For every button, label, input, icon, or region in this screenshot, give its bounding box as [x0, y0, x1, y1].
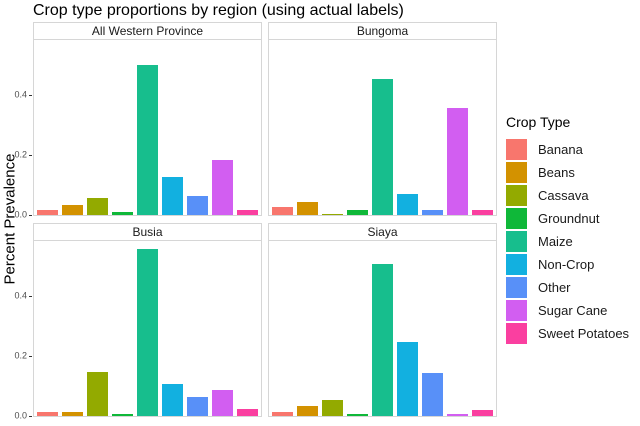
- legend-entry-cassava: Cassava: [506, 184, 636, 207]
- legend-swatch: [506, 277, 527, 298]
- legend-swatch: [506, 231, 527, 252]
- legend-entry-beans: Beans: [506, 161, 636, 184]
- bar-non-crop: [162, 384, 183, 416]
- legend-entries: Banana Beans Cassava Groundnut Maize Non-Crop…: [506, 138, 636, 345]
- bar-banana: [37, 412, 58, 416]
- legend-label: Groundnut: [538, 211, 600, 226]
- legend-label: Banana: [538, 142, 583, 157]
- bar-sugar-cane: [212, 390, 233, 416]
- facet-panel: [33, 241, 262, 417]
- legend-label: Sugar Cane: [538, 303, 608, 318]
- legend-entry-non-crop: Non-Crop: [506, 253, 636, 276]
- bar-banana: [272, 412, 293, 416]
- legend-label: Cassava: [538, 188, 589, 203]
- bar-beans: [62, 412, 83, 416]
- bar-beans: [297, 406, 318, 416]
- bar-non-crop: [397, 342, 418, 416]
- facet-cell-all-western-province: All Western Province 0.0 0.2 0.4: [14, 22, 262, 219]
- bar-cassava: [322, 214, 343, 215]
- bar-beans: [297, 202, 318, 215]
- bar-banana: [272, 207, 293, 215]
- legend-label: Beans: [538, 165, 575, 180]
- bar-groundnut: [347, 210, 368, 215]
- legend-swatch: [506, 254, 527, 275]
- facet-strip-label: Bungoma: [268, 22, 497, 40]
- y-tick-label: 0.2: [14, 350, 27, 361]
- y-tick-mark: [29, 155, 32, 156]
- bar-sweet-potatoes: [472, 410, 493, 416]
- legend-entry-banana: Banana: [506, 138, 636, 161]
- legend-swatch: [506, 162, 527, 183]
- y-tick-label: 0.2: [14, 149, 27, 160]
- legend: Crop Type Banana Beans Cassava Groundnut Mai…: [506, 114, 636, 345]
- facet-strip-label: Busia: [33, 223, 262, 241]
- legend-swatch: [506, 185, 527, 206]
- facet-cell-bungoma: Bungoma: [268, 22, 497, 216]
- y-tick-mark: [29, 356, 32, 357]
- y-tick-mark: [29, 416, 32, 417]
- bar-non-crop: [162, 177, 183, 215]
- bar-groundnut: [112, 414, 133, 416]
- legend-swatch: [506, 139, 527, 160]
- y-tick-label: 0.4: [14, 290, 27, 301]
- bar-sugar-cane: [447, 414, 468, 416]
- facet-grid: All Western Province 0.0 0.2 0.4 Bungoma Busi…: [14, 22, 497, 420]
- legend-swatch: [506, 208, 527, 229]
- bar-groundnut: [112, 212, 133, 215]
- legend-entry-maize: Maize: [506, 230, 636, 253]
- legend-label: Sweet Potatoes: [538, 326, 630, 341]
- bar-sugar-cane: [212, 160, 233, 215]
- bar-maize: [137, 249, 158, 416]
- y-tick-mark: [29, 95, 32, 96]
- legend-entry-other: Other: [506, 276, 636, 299]
- bar-beans: [62, 205, 83, 215]
- y-tick-label: 0.0: [14, 209, 27, 220]
- facet-strip-label: All Western Province: [33, 22, 262, 40]
- y-tick-label: 0.0: [14, 410, 27, 421]
- y-tick-mark: [29, 296, 32, 297]
- bar-sweet-potatoes: [237, 409, 258, 416]
- bar-non-crop: [397, 194, 418, 215]
- bar-sweet-potatoes: [472, 210, 493, 215]
- legend-title: Crop Type: [506, 114, 571, 130]
- legend-entry-sugar-cane: Sugar Cane: [506, 299, 636, 322]
- bar-maize: [372, 79, 393, 215]
- y-tick-label: 0.4: [14, 89, 27, 100]
- bar-groundnut: [347, 414, 368, 416]
- bar-other: [187, 397, 208, 416]
- bar-banana: [37, 210, 58, 215]
- facet-cell-siaya: Siaya: [268, 223, 497, 417]
- legend-swatch: [506, 323, 527, 344]
- bar-cassava: [87, 372, 108, 416]
- bar-other: [187, 196, 208, 215]
- bar-maize: [372, 264, 393, 416]
- legend-entry-sweet-potatoes: Sweet Potatoes: [506, 322, 636, 345]
- facet-cell-busia: Busia 0.0 0.2 0.4: [14, 223, 262, 420]
- legend-label: Non-Crop: [538, 257, 595, 272]
- facet-strip-label: Siaya: [268, 223, 497, 241]
- bar-maize: [137, 65, 158, 215]
- legend-label: Other: [538, 280, 571, 295]
- bar-other: [422, 373, 443, 416]
- bar-cassava: [87, 198, 108, 215]
- facet-panel: [268, 40, 497, 216]
- y-tick-mark: [29, 215, 32, 216]
- legend-swatch: [506, 300, 527, 321]
- bar-sweet-potatoes: [237, 210, 258, 215]
- bar-other: [422, 210, 443, 215]
- legend-label: Maize: [538, 234, 573, 249]
- chart-title: Crop type proportions by region (using a…: [33, 2, 404, 19]
- facet-panel: [33, 40, 262, 216]
- bar-sugar-cane: [447, 108, 468, 215]
- bar-cassava: [322, 400, 343, 416]
- facet-panel: [268, 241, 497, 417]
- legend-entry-groundnut: Groundnut: [506, 207, 636, 230]
